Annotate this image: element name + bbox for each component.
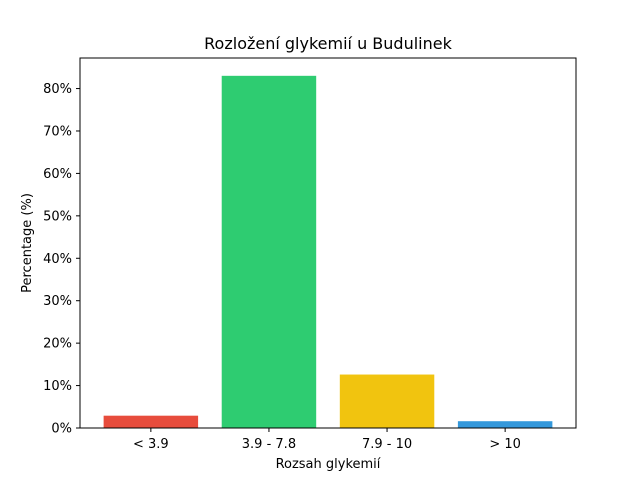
x-axis: < 3.9 3.9 - 7.8 7.9 - 10 > 10 <box>133 428 521 452</box>
x-tick-label: > 10 <box>489 437 521 452</box>
y-tick-label: 70% <box>43 124 72 139</box>
x-axis-label: Rozsah glykemií <box>276 457 381 472</box>
y-axis-label: Percentage (%) <box>20 193 35 293</box>
bar-1 <box>221 75 317 428</box>
y-tick-label: 10% <box>43 379 72 394</box>
y-tick-label: 40% <box>43 252 72 267</box>
y-tick-label: 80% <box>43 82 72 97</box>
y-tick-label: 0% <box>51 422 72 437</box>
chart-title: Rozložení glykemií u Budulinek <box>204 34 452 53</box>
bars-group <box>103 75 553 428</box>
y-tick-label: 50% <box>43 209 72 224</box>
x-tick-label: < 3.9 <box>133 437 169 452</box>
bar-3 <box>457 421 553 428</box>
x-tick-label: 7.9 - 10 <box>362 437 412 452</box>
plot-frame <box>79 57 577 429</box>
bar-0 <box>103 415 199 428</box>
y-tick-label: 60% <box>43 167 72 182</box>
bar-2 <box>339 374 435 428</box>
x-tick-label: 3.9 - 7.8 <box>242 437 296 452</box>
y-tick-label: 30% <box>43 294 72 309</box>
y-axis: 0% 10% 20% 30% 40% 50% 60% 70% 80% <box>43 82 80 437</box>
y-tick-label: 20% <box>43 337 72 352</box>
